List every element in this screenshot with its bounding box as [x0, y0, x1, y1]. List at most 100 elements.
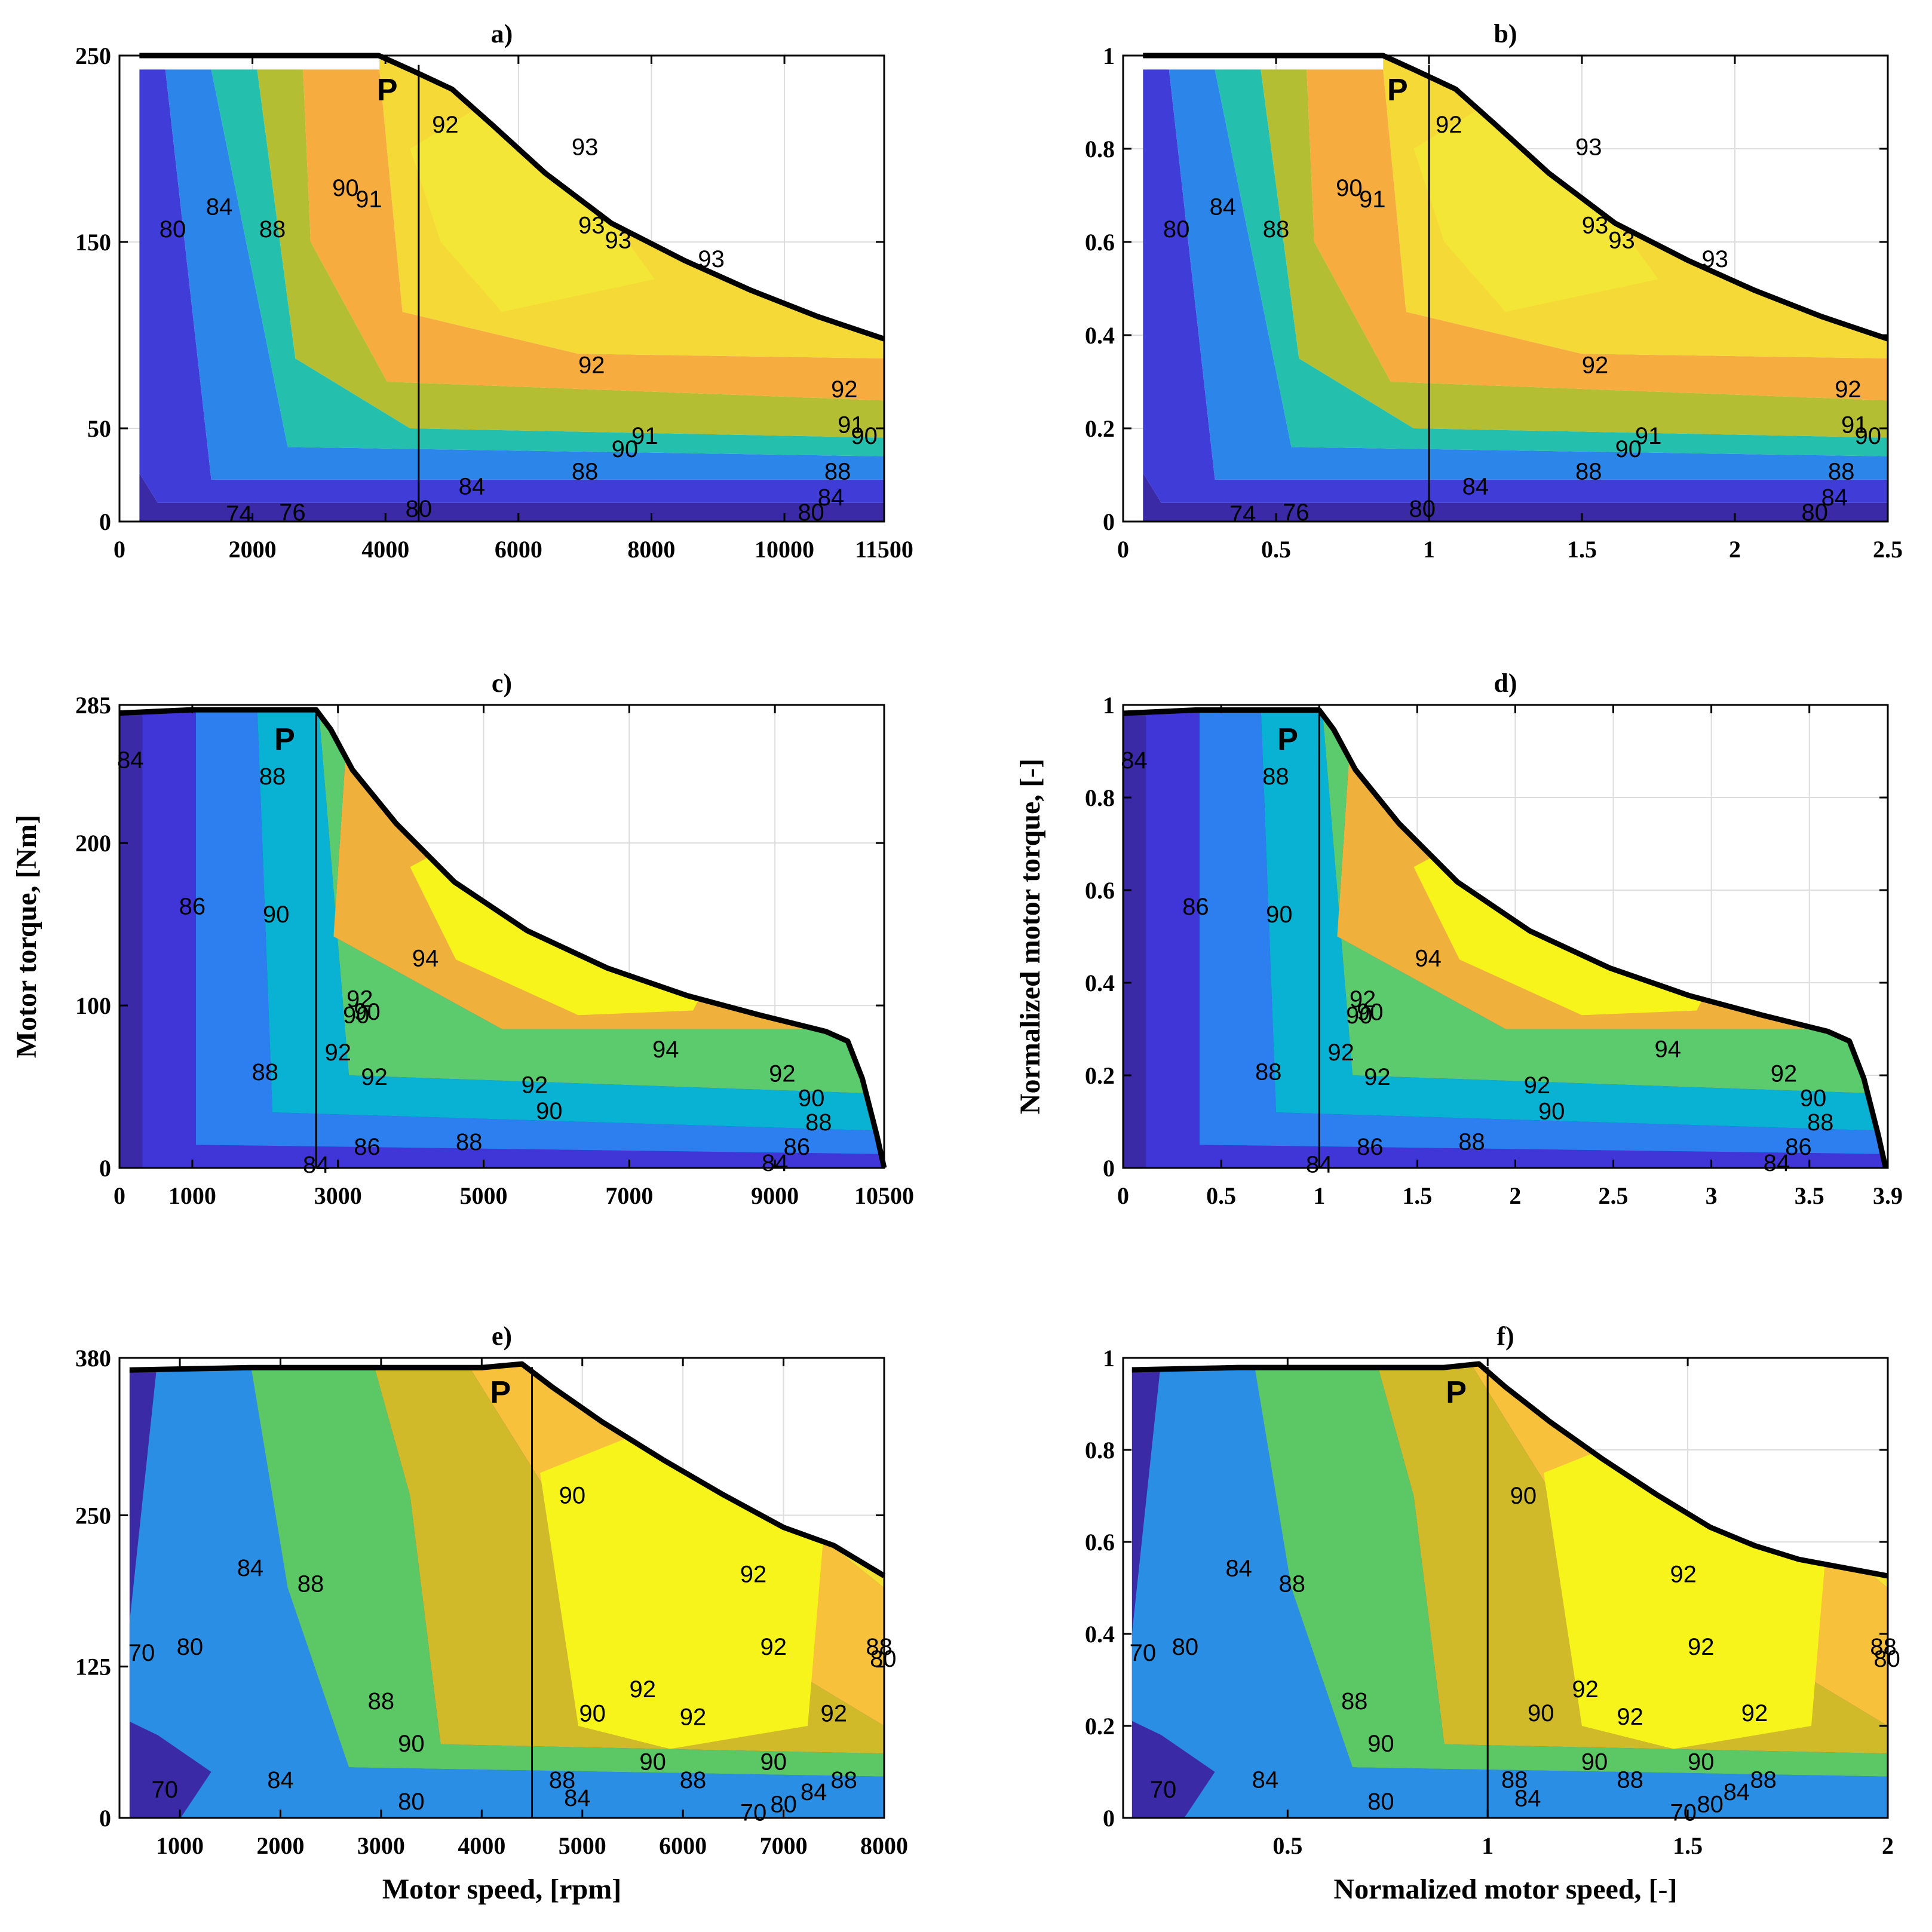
contour-label: 92: [361, 1064, 388, 1090]
contour-label: 90: [263, 901, 290, 928]
x-tick-label: 1: [1482, 1832, 1494, 1859]
contour-label: 93: [578, 213, 605, 239]
x-tick-label: 10000: [755, 536, 814, 563]
contour-label: 91: [1841, 412, 1868, 438]
contour-label: 92: [1436, 112, 1462, 138]
efficiency-band: [1143, 465, 1888, 522]
contour-labels: 8486889088949290909292949290929088888684…: [117, 747, 832, 1178]
contour-label: 92: [821, 1700, 848, 1726]
x-tick-label: 2000: [256, 1832, 304, 1859]
x-tick-label: 7000: [760, 1832, 808, 1859]
contour-label: 90: [760, 1749, 787, 1775]
contour-label: 84: [1724, 1779, 1750, 1805]
contour-label: 90: [1367, 1731, 1394, 1757]
axes-box: [118, 704, 885, 1169]
base-speed-marker: P: [1387, 73, 1408, 108]
x-axis-label: Motor speed, [rpm]: [382, 1873, 621, 1905]
contour-label: 88: [1575, 458, 1602, 484]
efficiency-band: [257, 69, 884, 438]
y-tick-label: 0.6: [1085, 229, 1115, 256]
contour-label: 90: [559, 1483, 586, 1509]
contour-label: 84: [267, 1767, 294, 1793]
y-tick-label: 380: [75, 1345, 111, 1372]
contour-label: 84: [564, 1785, 591, 1811]
contour-label: 80: [1172, 1634, 1199, 1660]
x-tick-label: 0.5: [1272, 1832, 1302, 1859]
x-tick-label: 4000: [458, 1832, 505, 1859]
max-torque-envelope: [1131, 1361, 1888, 1579]
contour-label: 90: [343, 1002, 370, 1029]
y-tick-label: 125: [75, 1654, 111, 1680]
contour-label: 88: [680, 1767, 707, 1793]
contour-label: 88: [549, 1767, 576, 1793]
contour-label: 90: [1336, 175, 1363, 201]
x-tick-label: 0.5: [1206, 1182, 1236, 1209]
contour-label: 88: [368, 1688, 395, 1715]
contour-label: 84: [801, 1779, 827, 1805]
contour-label: 80: [1367, 1789, 1394, 1815]
efficiency-band: [1261, 710, 1886, 1131]
x-tick-label: 1.5: [1673, 1832, 1703, 1859]
contour-label: 84: [1210, 194, 1237, 220]
y-tick-label: 250: [75, 1502, 111, 1529]
contour-label: 80: [1163, 216, 1190, 243]
y-tick-label: 1: [1103, 692, 1115, 719]
contour-label: 84: [818, 484, 845, 511]
contour-label: 92: [1771, 1061, 1798, 1087]
contour-label: 90: [1538, 1098, 1565, 1124]
contour-label: 86: [783, 1134, 810, 1160]
contour-label: 80: [398, 1789, 425, 1815]
base-speed-marker: P: [490, 1375, 511, 1410]
contour-label: 90: [1357, 999, 1384, 1025]
x-tick-label: 0: [114, 536, 125, 563]
contour-label: 70: [128, 1640, 155, 1666]
base-speed-marker: P: [1446, 1375, 1467, 1410]
y-tick-label: 0: [1103, 508, 1115, 535]
max-torque-envelope: [1143, 53, 1889, 342]
y-tick-label: 0: [99, 1805, 111, 1832]
efficiency-band: [1413, 102, 1658, 312]
contour-label: 92: [1688, 1634, 1715, 1660]
contour-label: 90: [798, 1085, 825, 1111]
y-tick-label: 285: [75, 692, 111, 719]
x-tick-label: 3.5: [1795, 1182, 1824, 1209]
contour-label: 84: [117, 747, 144, 774]
contour-label: 80: [1409, 496, 1436, 522]
efficiency-band: [1261, 69, 1888, 438]
contour-label: 88: [252, 1059, 279, 1085]
y-tick-label: 1: [1103, 42, 1115, 69]
y-tick-label: 150: [75, 229, 111, 256]
y-tick-label: 0.4: [1085, 970, 1115, 996]
contour-label: 88: [866, 1634, 893, 1660]
contour-label: 88: [259, 216, 286, 243]
base-speed-marker: P: [1277, 722, 1298, 757]
contour-label: 92: [1524, 1072, 1551, 1099]
contour-label: 90: [1581, 1749, 1608, 1775]
x-tick-label: 0.5: [1261, 536, 1291, 563]
contour-label: 91: [838, 412, 864, 438]
x-tick-label: 0: [1117, 1182, 1129, 1209]
y-axis-label: Normalized motor torque, [-]: [1014, 759, 1046, 1114]
contour-label: 92: [1572, 1676, 1599, 1703]
y-tick-label: 0: [99, 1155, 111, 1182]
x-tick-label: 1: [1313, 1182, 1325, 1209]
contour-label: 92: [346, 986, 373, 1012]
contour-label: 70: [152, 1777, 179, 1803]
base-speed-marker: P: [274, 722, 295, 757]
contour-label: 93: [605, 228, 632, 254]
contour-label: 90: [398, 1731, 425, 1757]
axes-box: [118, 54, 885, 523]
contour-label: 90: [1528, 1700, 1554, 1726]
contour-label: 92: [680, 1704, 707, 1730]
y-tick-label: 0.4: [1085, 1621, 1115, 1648]
x-tick-label: 9000: [751, 1182, 799, 1209]
x-tick-label: 2: [1729, 536, 1741, 563]
max-torque-envelope: [119, 707, 887, 1169]
contour-label: 94: [1415, 946, 1442, 972]
contour-label: 88: [805, 1109, 832, 1136]
x-tick-label: 5000: [559, 1832, 606, 1859]
efficiency-band: [249, 1364, 884, 1777]
